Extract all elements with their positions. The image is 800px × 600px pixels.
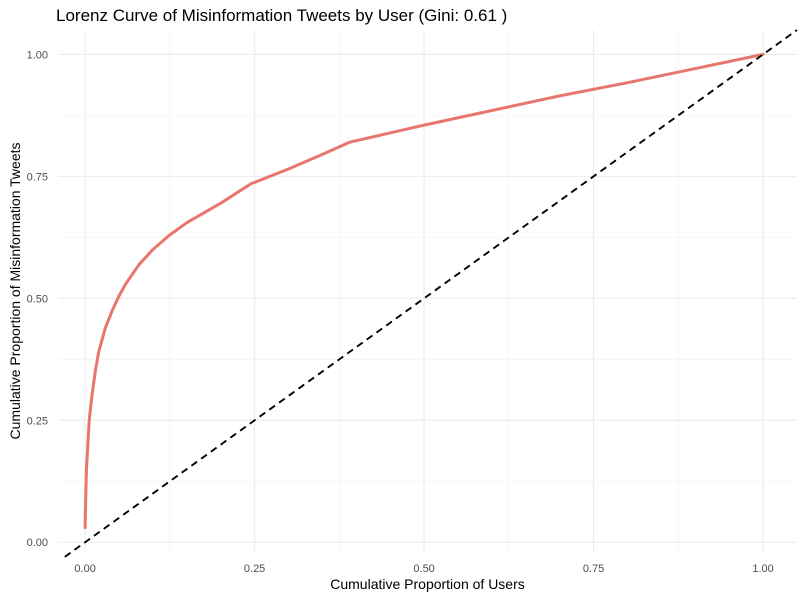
y-tick-label: 0.25: [27, 415, 48, 427]
tick-layer: 0.00 0.25 0.50 0.75 1.00 0.00 0.25 0.50 0.75 1.00: [27, 49, 774, 575]
lorenz-curve: [83, 52, 765, 530]
equality-line: [64, 29, 798, 558]
y-axis-title: Cumulative Proportion of Misinformation …: [7, 143, 23, 440]
x-tick-label: 0.50: [413, 563, 434, 575]
x-tick-label: 1.00: [752, 563, 773, 575]
y-tick-label: 0.75: [27, 171, 48, 183]
x-tick-label: 0.00: [74, 563, 95, 575]
grid-layer: [58, 30, 797, 552]
y-tick-label: 0.50: [27, 293, 48, 305]
chart-title: Lorenz Curve of Misinformation Tweets by…: [56, 6, 508, 25]
y-tick-label: 0.00: [27, 537, 48, 549]
x-tick-label: 0.75: [583, 563, 604, 575]
x-axis-title: Cumulative Proportion of Users: [330, 576, 525, 592]
y-tick-label: 1.00: [27, 49, 48, 61]
series-layer: [64, 29, 798, 558]
x-tick-label: 0.25: [244, 563, 265, 575]
